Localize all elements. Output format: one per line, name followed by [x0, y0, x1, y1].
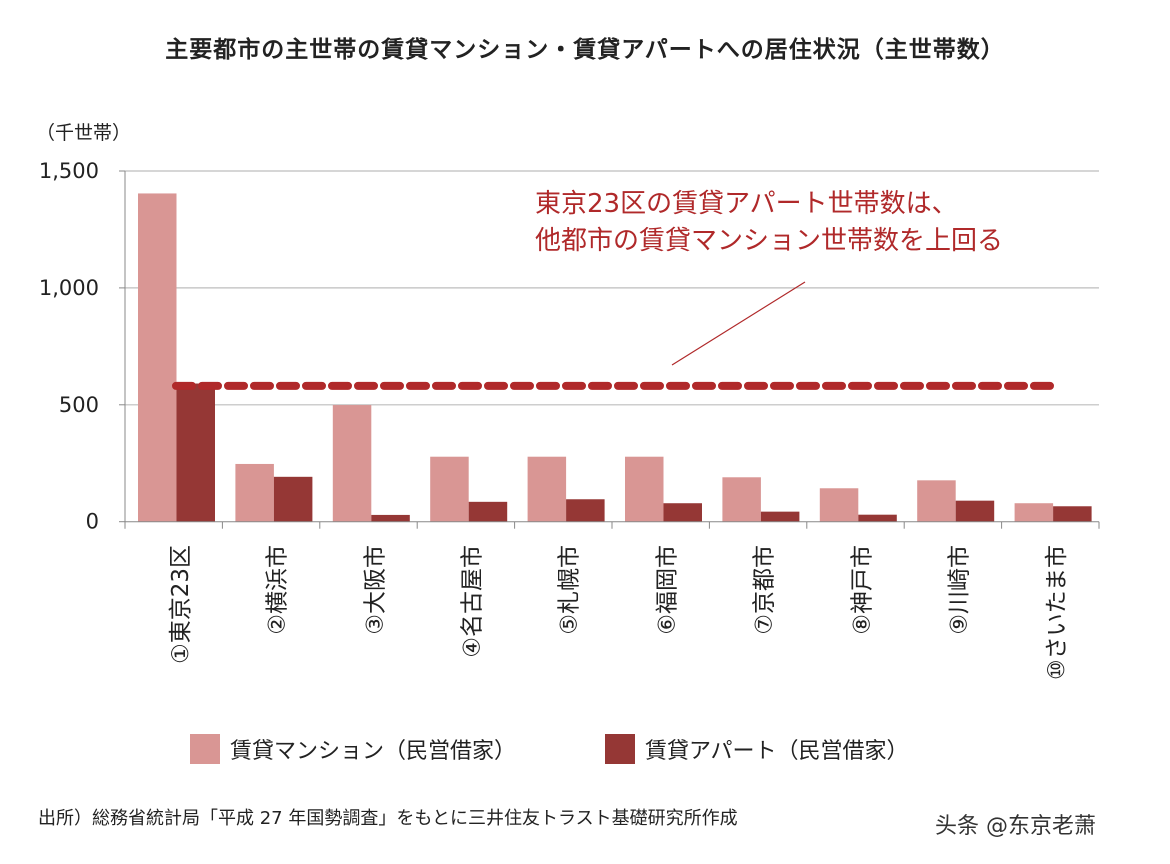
watermark: 头条 @东京老萧 [935, 814, 1096, 839]
legend-swatch [190, 734, 220, 764]
chart-title: 主要都市の主世帯の賃貸マンション・賃貸アパートへの居住状況（主世帯数） [165, 37, 1005, 63]
annotation-line-2: 他都市の賃貸マンション世帯数を上回る [535, 226, 1004, 256]
y-tick-label: 500 [59, 393, 99, 417]
x-tick-label: ②横浜市 [264, 545, 291, 635]
bar-apartment [760, 511, 800, 522]
bar-apartment [955, 500, 995, 522]
bar-apartment [858, 514, 897, 522]
x-tick-label: ④名古屋市 [459, 545, 486, 658]
x-tick-label: ⑦京都市 [751, 545, 778, 635]
annotation-line-1: 東京23区の賃貸アパート世帯数は、 [535, 189, 958, 219]
bar-mansion [332, 405, 372, 522]
bar-mansion [430, 456, 469, 522]
bar-mansion [138, 193, 177, 522]
x-tick-label: ⑩さいたま市 [1044, 545, 1071, 680]
bar-mansion [235, 463, 274, 522]
bar-apartment [1053, 506, 1092, 522]
bar-apartment [663, 503, 702, 522]
bar-apartment [566, 499, 605, 522]
x-tick-label: ⑤札幌市 [556, 545, 583, 635]
y-tick-label: 1,500 [39, 159, 99, 183]
bar-mansion [625, 456, 664, 522]
y-tick-label: 0 [86, 510, 99, 534]
x-tick-label: ①東京23区 [167, 545, 194, 664]
bar-mansion [722, 477, 761, 522]
x-tick-label: ⑥福岡市 [654, 545, 681, 635]
annotation-pointer [671, 281, 806, 366]
x-tick-label: ⑨川崎市 [946, 545, 973, 635]
bar-mansion [917, 480, 956, 522]
bar-mansion [1014, 503, 1054, 522]
x-tick-label: ③大阪市 [362, 545, 389, 635]
bar-apartment [468, 501, 508, 522]
legend-item-mansion: 賃貸マンション（民営借家） [190, 733, 516, 765]
annotation: 東京23区の賃貸アパート世帯数は、 他都市の賃貸マンション世帯数を上回る [535, 186, 1003, 260]
bar-mansion [819, 488, 859, 522]
y-axis-label: （千世帯） [36, 122, 132, 144]
bar-apartment [273, 476, 313, 522]
bar-mansion [527, 456, 567, 522]
legend-item-apartment: 賃貸アパート（民営借家） [605, 733, 909, 765]
bar-apartment [371, 514, 410, 522]
legend-label: 賃貸アパート（民営借家） [645, 739, 909, 764]
source-note: 出所）総務省統計局「平成 27 年国勢調査」をもとに三井住友トラスト基礎研究所作… [38, 808, 738, 829]
bar-apartment [176, 383, 215, 522]
legend-swatch [605, 734, 635, 764]
legend-label: 賃貸マンション（民営借家） [230, 739, 517, 764]
x-tick-label: ⑧神戸市 [849, 545, 876, 635]
y-tick-label: 1,000 [39, 276, 99, 300]
